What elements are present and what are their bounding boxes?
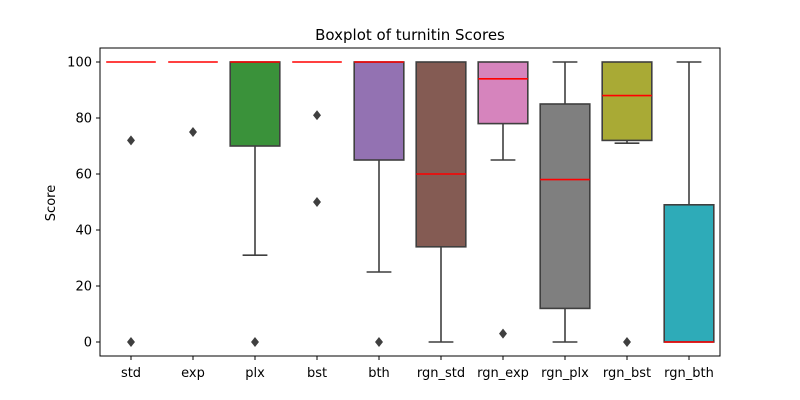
y-tick-label: 100 bbox=[67, 56, 92, 71]
box-group-plx bbox=[229, 61, 281, 347]
box-rgn_std bbox=[415, 61, 467, 248]
x-tick-label: std bbox=[121, 366, 141, 381]
outlier-point bbox=[375, 337, 383, 347]
x-tick-label: rgn_std bbox=[417, 366, 465, 381]
plot-frame bbox=[99, 47, 721, 357]
x-tick-label: bst bbox=[307, 366, 327, 381]
outlier-point bbox=[127, 135, 135, 146]
x-tick-label: rgn_bth bbox=[664, 366, 714, 381]
axes: 0 20 40 60 80 100 std exp plx bst bth rgn_std rgn_ex… bbox=[67, 47, 721, 381]
y-tick-label: 40 bbox=[75, 224, 92, 239]
box-rgn_bth bbox=[663, 204, 715, 343]
outlier-point bbox=[251, 337, 259, 347]
box-group-rgn_bst bbox=[601, 61, 653, 347]
x-tick-label: rgn_bst bbox=[603, 366, 651, 381]
y-tick-label: 80 bbox=[75, 112, 92, 127]
box-rgn_plx bbox=[539, 103, 591, 310]
x-tick-label: bth bbox=[368, 366, 390, 381]
x-tick-label: rgn_plx bbox=[541, 366, 589, 381]
box-group-exp bbox=[168, 61, 218, 137]
box-group-bth bbox=[353, 61, 405, 347]
box-bth bbox=[353, 61, 405, 161]
y-tick-label: 20 bbox=[75, 280, 92, 295]
y-tick-label: 60 bbox=[75, 168, 92, 183]
outlier-point bbox=[623, 337, 631, 347]
box-group-rgn_std bbox=[415, 61, 467, 343]
box-rgn_bst bbox=[601, 61, 653, 142]
plot-area bbox=[106, 61, 715, 347]
box-group-rgn_exp bbox=[477, 61, 529, 339]
box-group-bst bbox=[292, 61, 342, 207]
x-tick-label: rgn_exp bbox=[477, 366, 529, 381]
outlier-point bbox=[313, 110, 321, 121]
chart-title: Boxplot of turnitin Scores bbox=[315, 26, 505, 44]
outlier-point bbox=[499, 328, 507, 339]
box-group-rgn_plx bbox=[539, 61, 591, 343]
box-group-rgn_bth bbox=[663, 61, 715, 343]
box-rgn_exp bbox=[477, 61, 529, 125]
box-plx bbox=[229, 61, 281, 147]
outlier-point bbox=[189, 127, 197, 137]
outlier-point bbox=[313, 197, 321, 207]
x-tick-label: exp bbox=[181, 366, 205, 381]
x-tick-label: plx bbox=[245, 366, 265, 381]
outlier-point bbox=[127, 337, 135, 347]
y-tick-label: 0 bbox=[84, 336, 92, 351]
box-group-std bbox=[106, 61, 156, 347]
y-axis-label: Score bbox=[44, 185, 59, 221]
